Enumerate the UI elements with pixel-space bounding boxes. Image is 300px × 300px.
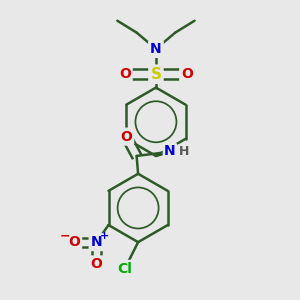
Text: N: N: [164, 145, 176, 158]
Text: −: −: [60, 229, 70, 242]
Text: N: N: [150, 42, 162, 56]
Text: +: +: [100, 231, 110, 241]
Text: O: O: [68, 235, 80, 249]
Text: O: O: [91, 257, 102, 272]
Text: O: O: [181, 67, 193, 81]
Text: H: H: [178, 145, 189, 158]
Text: S: S: [150, 67, 161, 82]
Text: Cl: Cl: [117, 262, 132, 276]
Text: O: O: [120, 130, 132, 144]
Text: O: O: [119, 67, 131, 81]
Text: N: N: [91, 235, 102, 249]
